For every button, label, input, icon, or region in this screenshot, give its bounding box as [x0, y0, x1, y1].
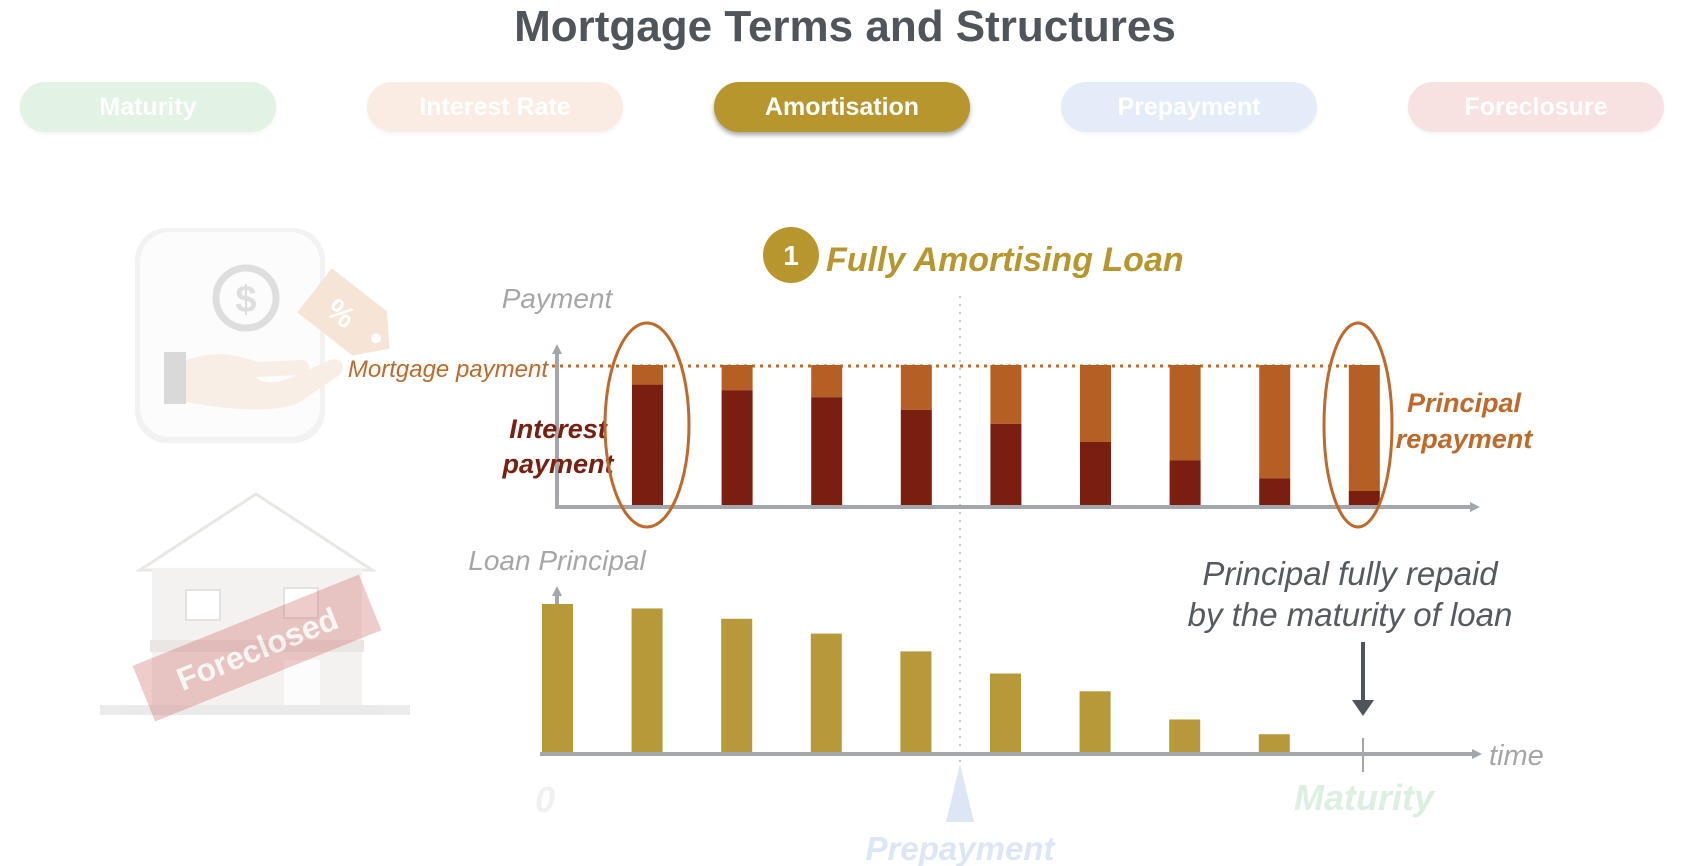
interest-bar-segment [990, 423, 1022, 505]
topic-tabs: Maturity Interest Rate Amortisation Prep… [0, 82, 1690, 136]
percent-tag-icon: % [297, 268, 390, 356]
interest-bar-segment [632, 384, 663, 505]
section-title: Fully Amortising Loan [826, 241, 1184, 279]
tab-interest-rate[interactable]: Interest Rate [367, 82, 623, 132]
tab-maturity[interactable]: Maturity [20, 82, 276, 132]
tab-foreclosure[interactable]: Foreclosure [1408, 82, 1664, 132]
principal-bar-segment [990, 365, 1022, 424]
dollar-coin-icon: $ [212, 264, 280, 332]
interest-bar-segment [1348, 491, 1380, 505]
principal-balance-bar [900, 651, 932, 752]
interest-bar-segment [900, 409, 932, 505]
svg-text:$: $ [235, 279, 256, 321]
tab-amortisation[interactable]: Amortisation [714, 82, 970, 132]
interest-bar-segment [721, 390, 753, 505]
principal-bar-segment [1259, 365, 1291, 479]
section-number: 1 [783, 240, 799, 271]
house-icon [100, 492, 410, 715]
first-payment-highlight [603, 321, 691, 529]
last-payment-highlight [1322, 321, 1394, 529]
principal-balance-bar [631, 608, 663, 752]
zero-label: 0 [535, 779, 555, 820]
principal-balance-bar [810, 633, 842, 752]
principal-balance-bar [542, 604, 573, 752]
principal-repaid-note-1: Principal fully repaid [1202, 555, 1499, 592]
tab-prepayment[interactable]: Prepayment [1061, 82, 1317, 132]
principal-bar-segment [632, 365, 663, 385]
prepayment-marker [946, 764, 974, 822]
interest-bar-segment [1169, 460, 1201, 505]
payment-bars [632, 365, 1380, 505]
mortgage-payment-label: Mortgage payment [348, 356, 549, 383]
principal-repayment-label-2: repayment [1396, 424, 1534, 454]
principal-balance-bar [1169, 719, 1201, 752]
principal-repayment-label-1: Principal [1407, 388, 1522, 418]
section-number-badge [763, 227, 819, 283]
prepayment-label: Prepayment [866, 830, 1057, 866]
interest-bar-segment [811, 397, 843, 505]
interest-bar-segment [1080, 442, 1111, 505]
principal-balance-bar [1258, 734, 1290, 752]
hand-money-card-icon: $ % [135, 228, 390, 443]
principal-bar-segment [721, 365, 753, 391]
principal-repaid-note-2: by the maturity of loan [1188, 596, 1513, 633]
arrow-down-icon [1352, 642, 1374, 716]
principal-bars [542, 604, 1290, 752]
principal-bar-segment [1348, 365, 1380, 491]
page-title: Mortgage Terms and Structures [514, 2, 1176, 51]
interest-payment-label-1: Interest [509, 414, 608, 444]
principal-bar-segment [1169, 365, 1201, 461]
section-heading: 1 Fully Amortising Loan [763, 227, 1184, 283]
principal-bar-segment [900, 365, 932, 410]
maturity-label: Maturity [1294, 777, 1436, 818]
principal-balance-bar [1079, 691, 1111, 752]
principal-balance-bar [990, 673, 1021, 752]
principal-bar-segment [811, 365, 843, 398]
principal-axis-label: Loan Principal [468, 545, 646, 576]
time-axis-label: time [1489, 740, 1544, 772]
principal-balance-bar [721, 618, 753, 752]
interest-bar-segment [1259, 478, 1291, 505]
payment-axis-label: Payment [502, 283, 614, 314]
interest-payment-label-2: payment [501, 449, 614, 479]
principal-bar-segment [1080, 365, 1111, 442]
